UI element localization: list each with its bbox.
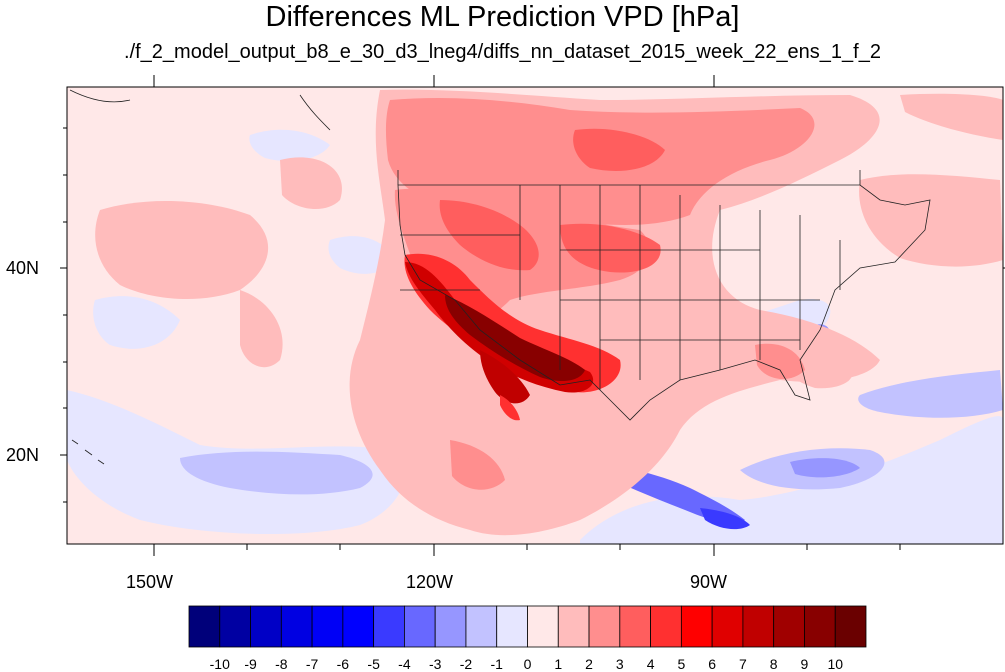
colorbar-box (373, 605, 405, 648)
colorbar-box (311, 605, 344, 648)
colorbar-box (834, 605, 867, 648)
colorbar-tick-label: -6 (337, 656, 350, 672)
colorbar-box (496, 605, 528, 648)
colorbar-tick-label: 8 (770, 656, 778, 672)
colorbar-tick-label: 7 (739, 656, 747, 672)
colorbar-tick-label: -7 (306, 656, 319, 672)
colorbar-box (434, 605, 467, 648)
colorbar-box (680, 605, 713, 648)
colorbar-tick-label: -3 (429, 656, 442, 672)
colorbar-box (404, 605, 436, 648)
country-borders (69, 89, 931, 421)
colorbar-tick-label: -5 (367, 656, 380, 672)
plot-subtitle: ./f_2_model_output_b8_e_30_d3_lneg4/diff… (124, 41, 881, 63)
colorbar-tick-label: 2 (585, 656, 593, 672)
colorbar-tick-label: 6 (708, 656, 716, 672)
lat-label-20n: 20N (6, 445, 40, 465)
colorbar-box (804, 605, 836, 648)
colorbar-labels: -10 -9 -8 -7 -6 -5 -4 -3 -2 -1 0 1 2 3 4 5 6 7 8 9 10 (210, 656, 844, 672)
lon-label-150w: 150W (126, 572, 174, 592)
colorbar-tick-label: 1 (554, 656, 562, 672)
colorbar-box (219, 605, 251, 648)
colorbar-tick-label: -4 (398, 656, 411, 672)
colorbar-box (619, 605, 651, 648)
hawaii-islands (71, 439, 105, 465)
colorbar-box (742, 605, 775, 648)
colorbar-tick-label: -1 (491, 656, 504, 672)
colorbar-tick-label: -9 (244, 656, 257, 672)
colorbar-box (280, 605, 313, 648)
positive-regions-peak (405, 262, 594, 421)
lon-label-90w: 90W (690, 572, 728, 592)
colorbar-boxes (188, 605, 867, 648)
colorbar-box (557, 605, 590, 648)
colorbar-tick-label: -2 (460, 656, 473, 672)
colorbar-tick-label: 4 (647, 656, 655, 672)
colorbar-tick-label: 10 (827, 656, 843, 672)
colorbar-tick-label: 5 (677, 656, 685, 672)
colorbar-box (588, 605, 621, 648)
colorbar-box (527, 605, 559, 648)
colorbar-box (342, 605, 375, 648)
colorbar-box (773, 605, 805, 648)
colorbar-tick-label: -8 (275, 656, 288, 672)
colorbar-tick-label: 3 (616, 656, 624, 672)
map-tick-marks (60, 75, 1005, 556)
vpd-difference-field (67, 87, 1003, 544)
lon-label-120w: 120W (406, 572, 454, 592)
colorbar-box (188, 605, 221, 648)
colorbar-box (250, 605, 282, 648)
plot-title: Differences ML Prediction VPD [hPa] (265, 1, 740, 33)
colorbar-tick-label: 0 (524, 656, 532, 672)
colorbar-tick-label: -10 (210, 656, 230, 672)
colorbar-box (465, 605, 498, 648)
lat-label-40n: 40N (6, 258, 40, 278)
colorbar-box (650, 605, 682, 648)
colorbar-tick-label: 9 (801, 656, 809, 672)
colorbar-box (711, 605, 744, 648)
